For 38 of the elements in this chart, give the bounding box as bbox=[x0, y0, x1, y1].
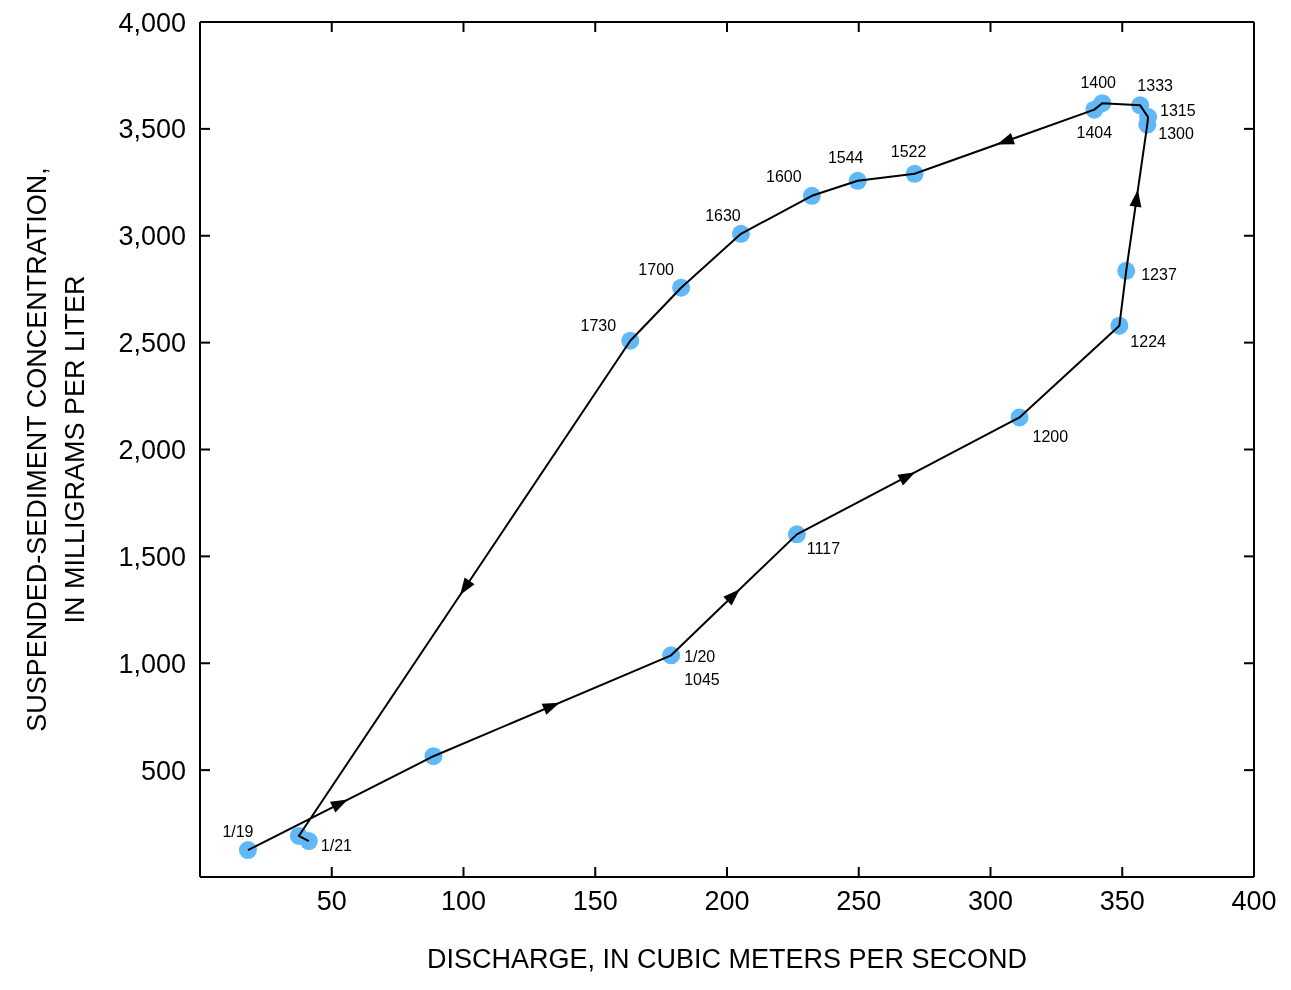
point bbox=[299, 832, 318, 851]
x-tick-label: 150 bbox=[572, 886, 618, 917]
y-tick-label: 3,500 bbox=[118, 114, 186, 145]
y-tick-label: 2,500 bbox=[118, 328, 186, 359]
point bbox=[238, 841, 257, 860]
annotation: 1300 bbox=[1158, 124, 1194, 142]
annotation: 1544 bbox=[827, 148, 864, 166]
x-tick-label: 250 bbox=[836, 886, 882, 917]
y-axis-title: SUSPENDED-SEDIMENT CONCENTRATION, IN MILLIGRAMS PER LITER bbox=[22, 167, 90, 732]
annotation: 1117 bbox=[806, 539, 841, 557]
annotation: 1224 bbox=[1130, 332, 1167, 350]
annotation: 1700 bbox=[638, 260, 675, 278]
y-tick-label: 1,000 bbox=[118, 648, 186, 679]
annotation: 1/19 bbox=[222, 822, 254, 840]
x-tick-label: 400 bbox=[1231, 886, 1277, 917]
x-tick-label: 200 bbox=[704, 886, 750, 917]
annotation: 1404 bbox=[1076, 123, 1113, 141]
annotation: 1630 bbox=[705, 206, 741, 224]
annotation: 1400 bbox=[1080, 73, 1117, 91]
annotation: 1600 bbox=[766, 167, 802, 185]
annotation: 1522 bbox=[890, 142, 927, 160]
annotation: 1/21 bbox=[320, 836, 353, 854]
annotation: 1333 bbox=[1137, 76, 1174, 94]
y-tick-label: 500 bbox=[140, 755, 186, 786]
annotation: 1730 bbox=[580, 316, 617, 334]
annotation: 1/20 1045 bbox=[684, 647, 720, 688]
x-tick-label: 50 bbox=[316, 886, 347, 917]
y-tick-label: 3,000 bbox=[118, 221, 186, 252]
annotation: 1237 bbox=[1141, 265, 1177, 283]
annotation: 1200 bbox=[1032, 427, 1069, 445]
annotation: 1315 bbox=[1160, 101, 1196, 119]
y-tick-label: 4,000 bbox=[118, 7, 186, 38]
x-axis-title: DISCHARGE, IN CUBIC METERS PER SECOND bbox=[426, 944, 1028, 974]
x-tick-label: 300 bbox=[967, 886, 1014, 917]
x-tick-label: 100 bbox=[440, 886, 487, 917]
y-tick-label: 1,500 bbox=[118, 541, 186, 572]
y-tick-label: 2,000 bbox=[118, 435, 186, 466]
x-tick-label: 350 bbox=[1099, 886, 1145, 917]
